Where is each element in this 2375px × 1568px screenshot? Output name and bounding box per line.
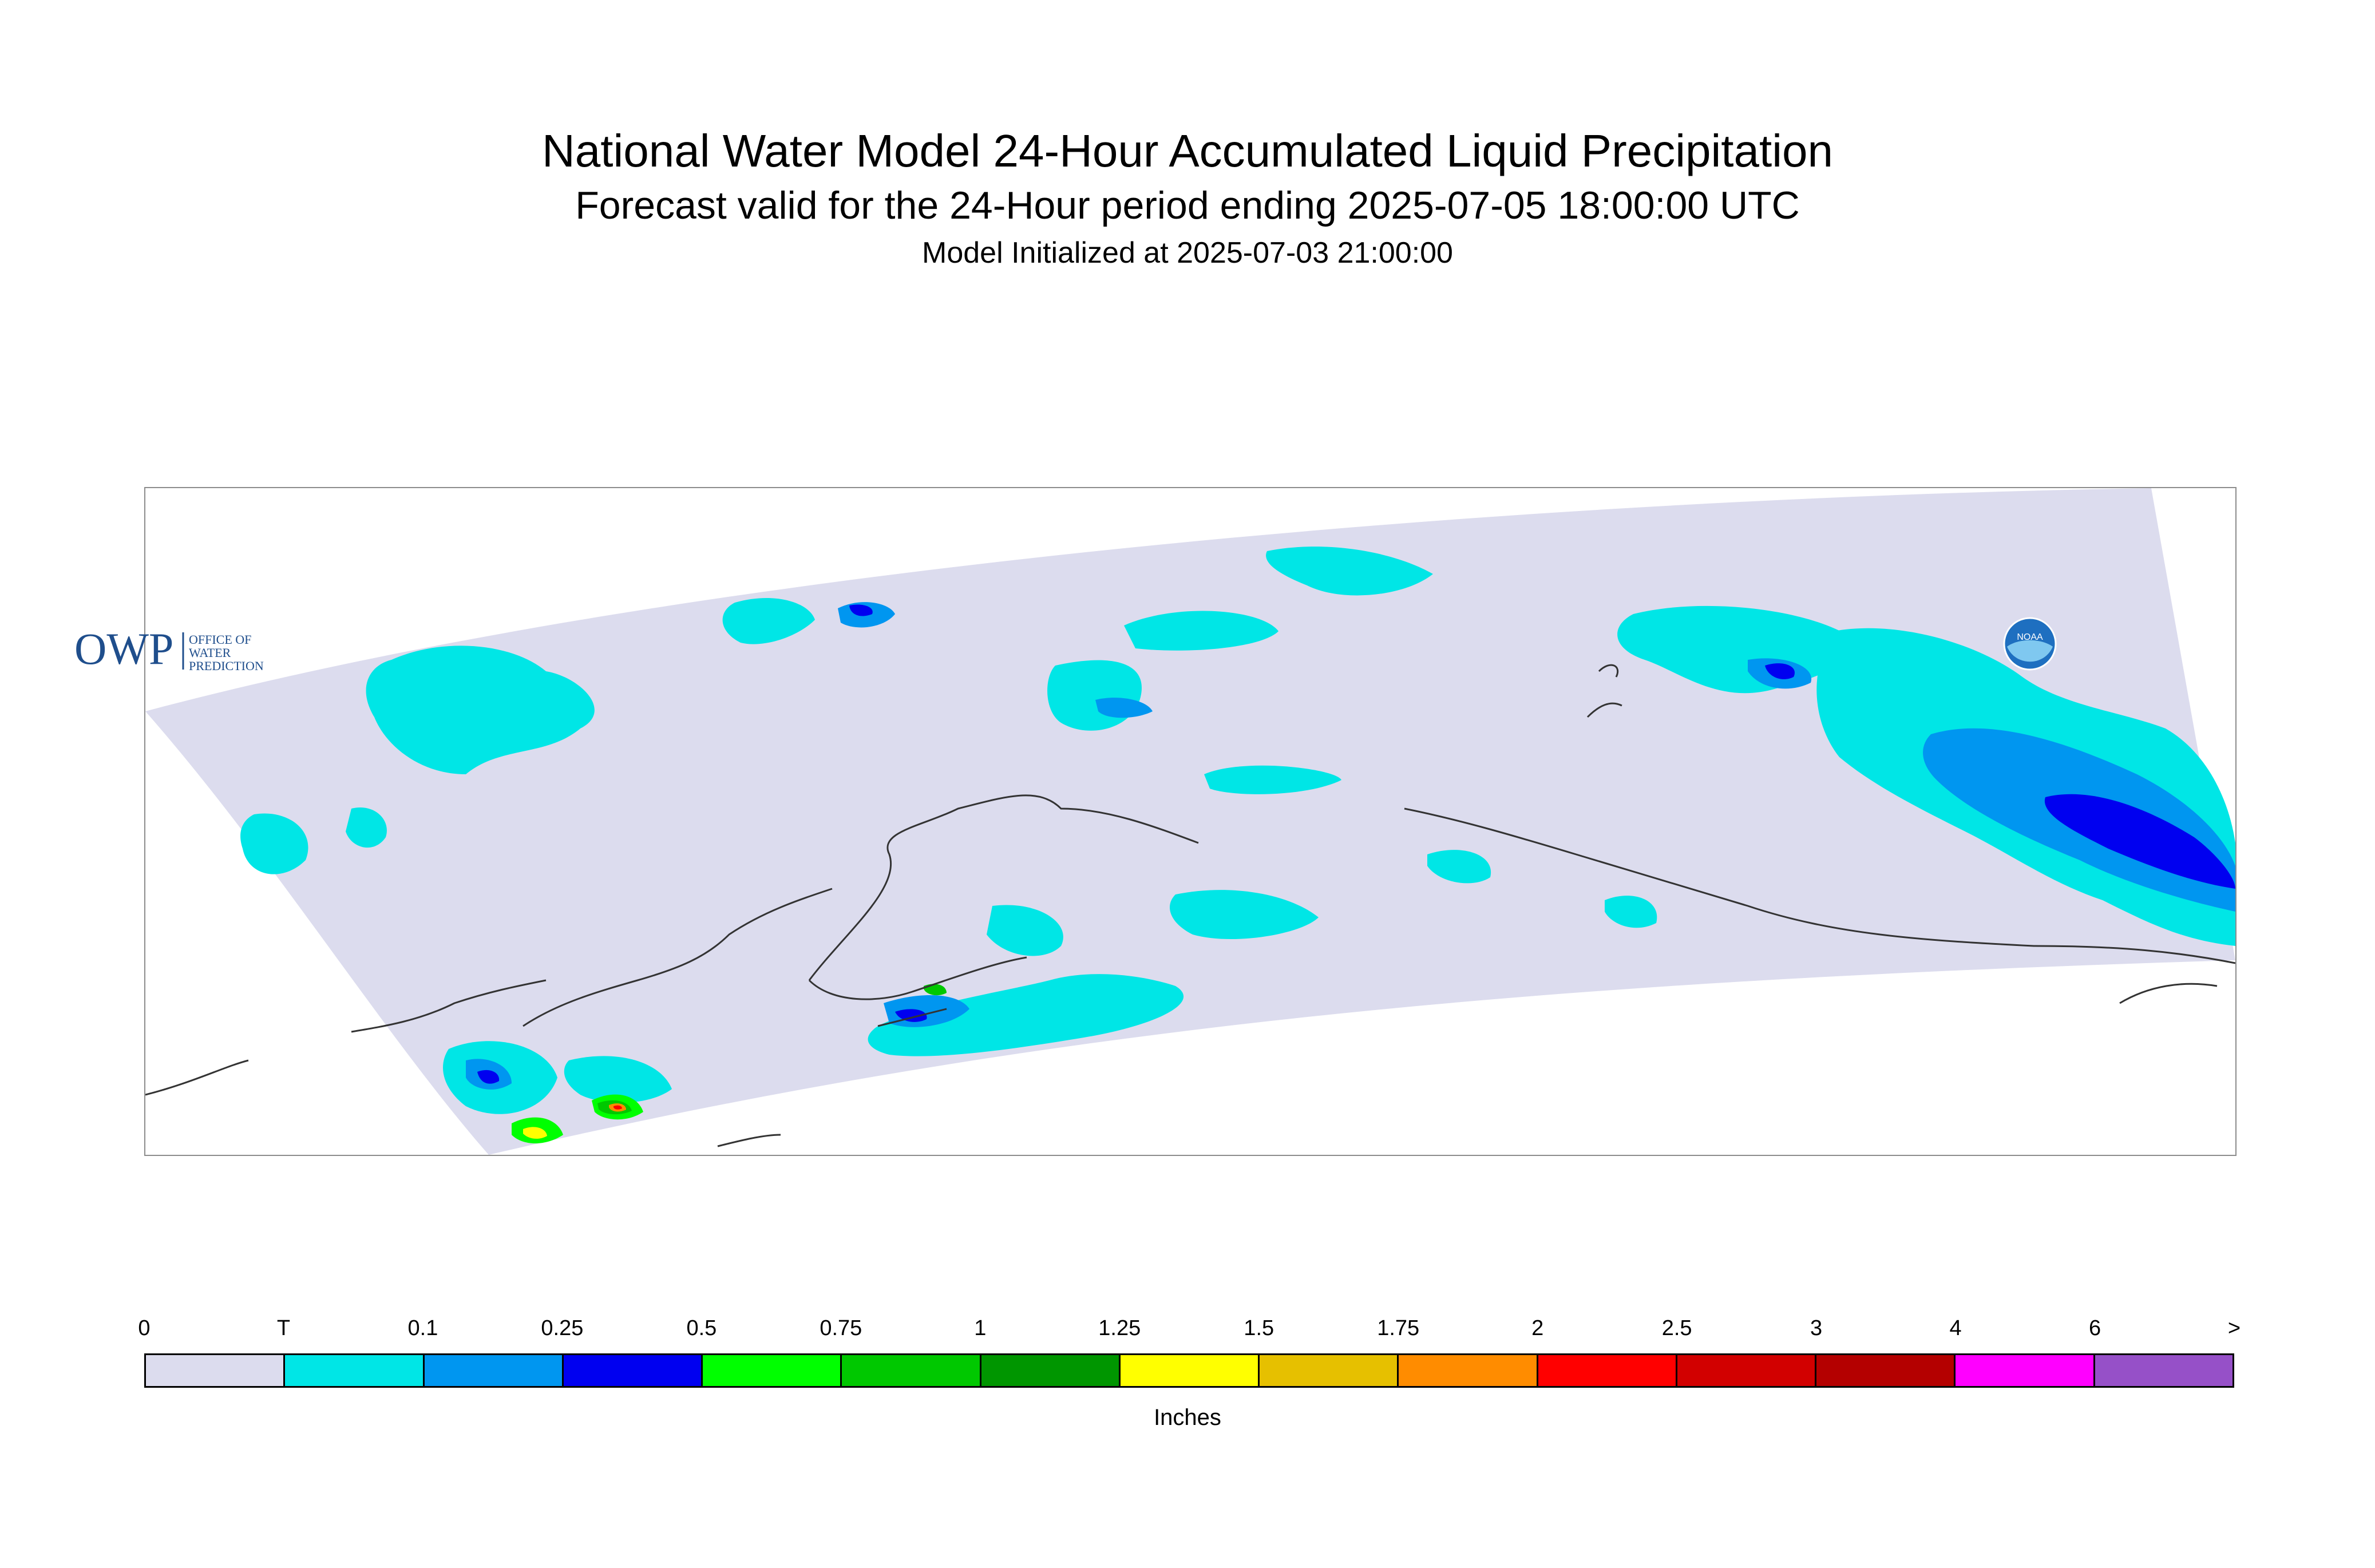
legend-tick-label: 1.25	[1098, 1316, 1141, 1340]
precip-heavy-cells	[512, 984, 947, 1143]
owp-logo: OWP OFFICE OF WATER PREDICTION	[74, 624, 264, 674]
legend-bin	[1260, 1355, 1399, 1386]
noaa-logo: NOAA	[2003, 617, 2057, 671]
legend-tick-label: 3	[1810, 1316, 1823, 1340]
legend-tick-label: 1.5	[1244, 1316, 1274, 1340]
legend-bin	[563, 1355, 703, 1386]
legend-tick-label: 0.75	[820, 1316, 862, 1340]
legend-tick-label: 0.25	[541, 1316, 584, 1340]
legend-tick-label: 0.1	[407, 1316, 438, 1340]
legend-bin	[981, 1355, 1121, 1386]
legend-tick-labels: 0 T 0.1 0.25 0.5 0.75 1 1.25 1.5 1.75 2 2.5 3 4 6 >	[138, 1316, 2241, 1345]
legend-tick-label: 1.75	[1377, 1316, 1420, 1340]
legend-bin	[424, 1355, 564, 1386]
owp-logo-line3: PREDICTION	[189, 659, 264, 673]
map-title: National Water Model 24-Hour Accumulated…	[542, 125, 1833, 176]
precip-moderate-areas	[477, 604, 2235, 1084]
legend-tick-label: 2	[1531, 1316, 1544, 1340]
legend-tick-label: >	[2227, 1316, 2241, 1340]
legend-bin	[1399, 1355, 1538, 1386]
legend-bin	[703, 1355, 842, 1386]
legend-bin	[1816, 1355, 1956, 1386]
legend-bin	[1677, 1355, 1817, 1386]
map-subtitle: Forecast valid for the 24-Hour period en…	[575, 184, 1800, 227]
owp-logo-line2: WATER	[189, 646, 231, 660]
legend-tick-label: 0	[138, 1316, 151, 1340]
coastlines	[145, 664, 2235, 1147]
legend-bin	[1120, 1355, 1260, 1386]
legend-bin	[1538, 1355, 1677, 1386]
legend-tick-label: 6	[2088, 1316, 2101, 1340]
legend-tick-label: 0.5	[686, 1316, 717, 1340]
legend-tick-label: T	[276, 1316, 291, 1340]
legend-bin	[285, 1355, 425, 1386]
legend-bin	[842, 1355, 981, 1386]
legend-bin	[1956, 1355, 2095, 1386]
map-panel[interactable]	[144, 487, 2237, 1156]
owp-logo-line1: OFFICE OF	[189, 632, 251, 647]
noaa-logo-text: NOAA	[2017, 632, 2043, 642]
legend-tick-label: 2.5	[1661, 1316, 1692, 1340]
legend-bin	[146, 1355, 286, 1386]
model-init-line: Model Initialized at 2025-07-03 21:00:00	[922, 236, 1453, 270]
owp-logo-text: OWP	[74, 624, 173, 674]
legend-bin	[2095, 1355, 2232, 1386]
precip-map[interactable]	[145, 488, 2235, 1155]
legend-tick-label: 4	[1949, 1316, 1962, 1340]
color-legend	[144, 1353, 2234, 1388]
legend-unit-label: Inches	[1154, 1405, 1221, 1430]
legend-tick-label: 1	[974, 1316, 987, 1340]
